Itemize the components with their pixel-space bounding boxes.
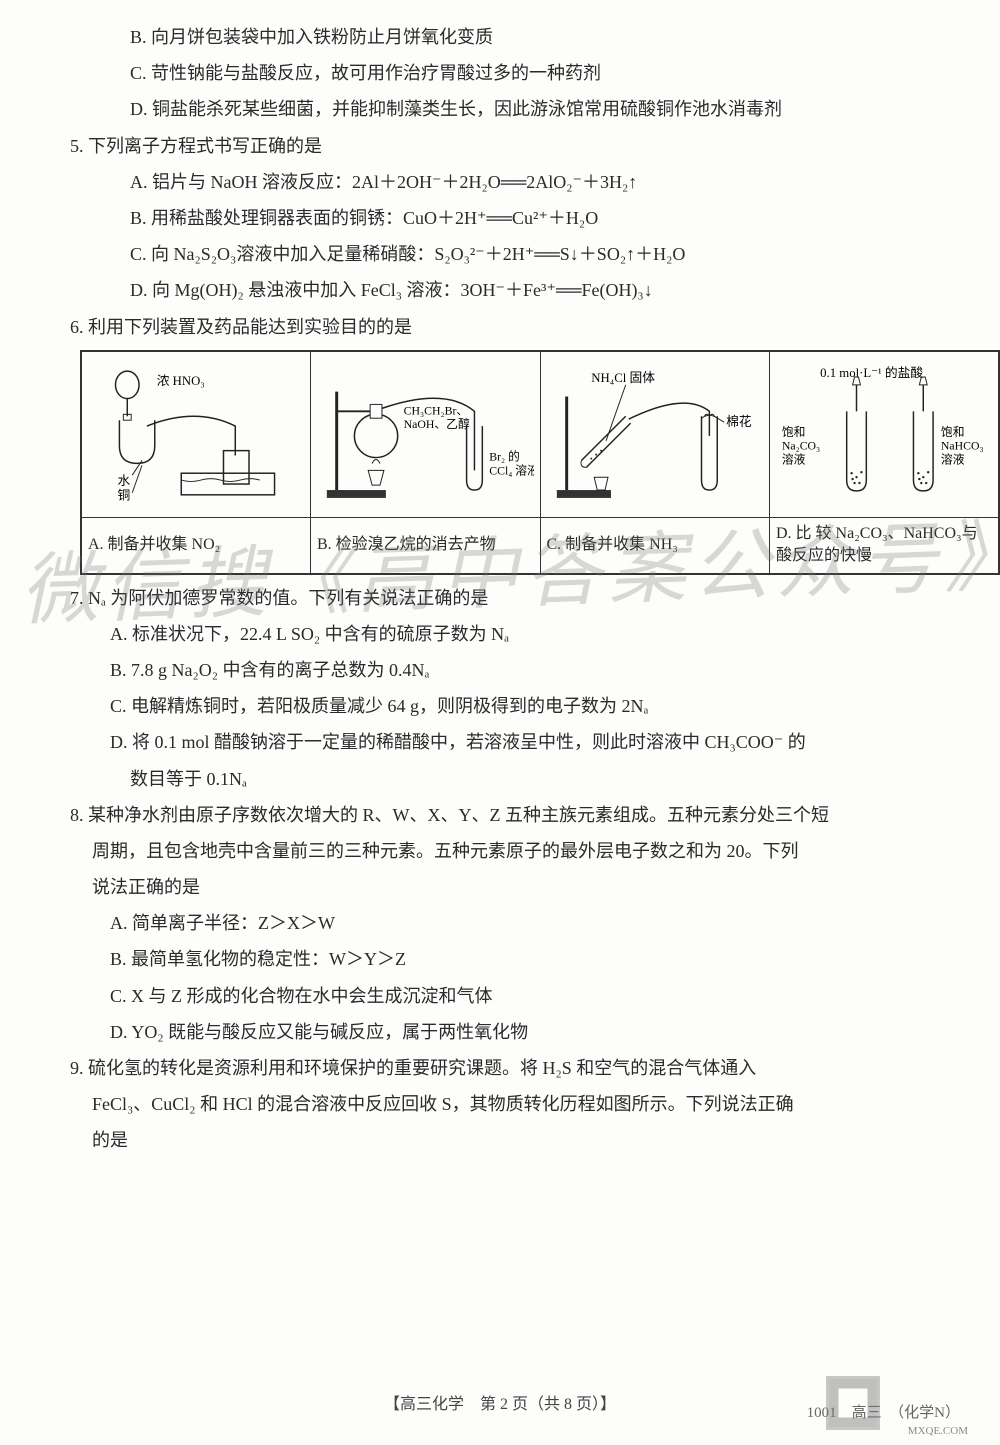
q8-stem-2: 周期，且包含地壳中含量前三的三种元素。五种元素原子的最外层电子数之和为 20。下… [40, 834, 960, 868]
fig-d-label-r1: 饱和 [941, 425, 965, 439]
q9-stem-2: FeCl₃、CuCl₂ 和 HCl 的混合溶液中反应回收 S，其物质转化历程如图… [40, 1087, 960, 1121]
fig-d-label-top: 0.1 mol·L⁻¹ 的盐酸 [820, 365, 923, 380]
q7-option-b: B. 7.8 g Na₂O₂ 中含有的离子总数为 0.4Nₐ [40, 653, 960, 687]
qr-code-icon [826, 1376, 880, 1430]
fig-c-label-1: NH₄Cl 固体 [591, 370, 655, 384]
q5-option-d: D. 向 Mg(OH)₂ 悬浊液中加入 FeCl₃ 溶液：3OH⁻＋Fe³⁺══… [40, 273, 960, 307]
fig-b-label-1: CH₃CH₂Br、 [404, 403, 469, 417]
q6-label-d: D. 比 较 Na₂CO₃、NaHCO₃与酸反应的快慢 [770, 518, 1000, 574]
q6-label-c: C. 制备并收集 NH₃ [540, 518, 770, 574]
fig-b-label-3: Br₂ 的 [489, 449, 520, 463]
fig-c-label-2: 棉花 [726, 414, 752, 429]
q6-stem: 6. 利用下列装置及药品能达到实验目的的是 [40, 310, 960, 344]
fig-cell-c: NH₄Cl 固体 棉花 [540, 351, 770, 518]
apparatus-d-svg: 0.1 mol·L⁻¹ 的盐酸 饱和 Na₂CO₃ 溶液 饱和 NaHCO₃ [776, 356, 992, 506]
q7-option-d2: 数目等于 0.1Nₐ [40, 762, 960, 796]
q8-option-b: B. 最简单氢化物的稳定性：W＞Y＞Z [40, 942, 960, 976]
fig-d-label-l2: Na₂CO₃ [782, 439, 820, 452]
fig-a-label-hno3: 浓 HNO₃ [157, 374, 205, 388]
fig-d-label-r2: NaHCO₃ [941, 439, 984, 452]
fig-cell-b: CH₃CH₂Br、 NaOH、乙醇 Br₂ 的 CCl₄ 溶液 [311, 351, 541, 518]
q7-stem: 7. Nₐ 为阿伏加德罗常数的值。下列有关说法正确的是 [40, 581, 960, 615]
q6-label-a: A. 制备并收集 NO₂ [81, 518, 311, 574]
q8-stem-1: 8. 某种净水剂由原子序数依次增大的 R、W、X、Y、Z 五种主族元素组成。五种… [40, 798, 960, 832]
fig-b-label-4: CCl₄ 溶液 [489, 463, 533, 477]
apparatus-b-svg: CH₃CH₂Br、 NaOH、乙醇 Br₂ 的 CCl₄ 溶液 [317, 356, 534, 506]
q8-stem-3: 说法正确的是 [40, 870, 960, 904]
fig-a-label-water: 水 [117, 474, 130, 488]
fig-cell-a: 浓 HNO₃ 水 铜 [81, 351, 311, 518]
experiment-table: 浓 HNO₃ 水 铜 CH₃CH₂Br、 NaOH、乙醇 Br₂ 的 [80, 350, 1000, 575]
fig-d-label-r3: 溶液 [941, 452, 965, 466]
q6-label-b: B. 检验溴乙烷的消去产物 [311, 518, 541, 574]
q9-stem-3: 的是 [40, 1123, 960, 1157]
q4-option-d: D. 铜盐能杀死某些细菌，并能抑制藻类生长，因此游泳馆常用硫酸铜作池水消毒剂 [40, 92, 960, 126]
q4-option-b: B. 向月饼包装袋中加入铁粉防止月饼氧化变质 [40, 20, 960, 54]
q7-option-a: A. 标准状况下，22.4 L SO₂ 中含有的硫原子数为 Nₐ [40, 617, 960, 651]
fig-cell-d: 0.1 mol·L⁻¹ 的盐酸 饱和 Na₂CO₃ 溶液 饱和 NaHCO₃ [770, 351, 1000, 518]
fig-a-label-cu: 铜 [117, 488, 130, 502]
footer-url: MXQE.COM [908, 1421, 968, 1442]
q5-option-c: C. 向 Na₂S₂O₃溶液中加入足量稀硝酸：S₂O₃²⁻＋2H⁺══S↓＋SO… [40, 237, 960, 271]
fig-b-label-2: NaOH、乙醇 [404, 417, 470, 431]
apparatus-c-svg: NH₄Cl 固体 棉花 [547, 356, 764, 506]
q8-option-c: C. X 与 Z 形成的化合物在水中会生成沉淀和气体 [40, 979, 960, 1013]
q8-option-d: D. YO₂ 既能与酸反应又能与碱反应，属于两性氧化物 [40, 1015, 960, 1049]
q7-option-c: C. 电解精炼铜时，若阳极质量减少 64 g，则阴极得到的电子数为 2Nₐ [40, 689, 960, 723]
q5-stem: 5. 下列离子方程式书写正确的是 [40, 129, 960, 163]
q8-option-a: A. 简单离子半径：Z＞X＞W [40, 906, 960, 940]
q7-option-d1: D. 将 0.1 mol 醋酸钠溶于一定量的稀醋酸中，若溶液呈中性，则此时溶液中… [40, 725, 960, 759]
apparatus-a-svg: 浓 HNO₃ 水 铜 [88, 356, 304, 506]
q5-option-b: B. 用稀盐酸处理铜器表面的铜锈：CuO＋2H⁺══Cu²⁺＋H₂O [40, 201, 960, 235]
fig-d-label-l1: 饱和 [782, 425, 806, 439]
q4-option-c: C. 苛性钠能与盐酸反应，故可用作治疗胃酸过多的一种药剂 [40, 56, 960, 90]
q9-stem-1: 9. 硫化氢的转化是资源利用和环境保护的重要研究课题。将 H₂S 和空气的混合气… [40, 1051, 960, 1085]
q5-option-a: A. 铝片与 NaOH 溶液反应：2Al＋2OH⁻＋2H₂O══2AlO₂⁻＋3… [40, 165, 960, 199]
fig-d-label-l3: 溶液 [782, 452, 806, 466]
